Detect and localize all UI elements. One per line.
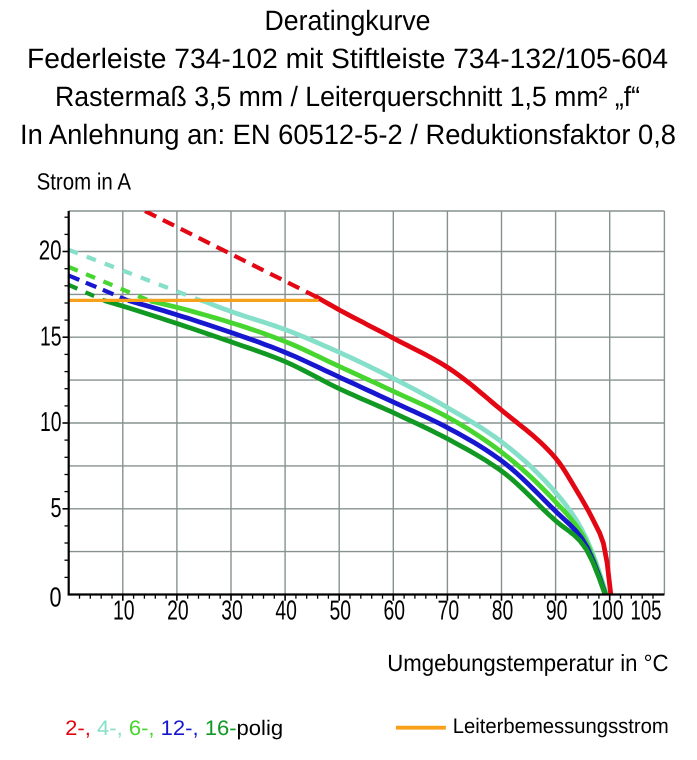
svg-text:70: 70 <box>438 594 460 625</box>
svg-text:50: 50 <box>329 594 351 625</box>
svg-text:20: 20 <box>167 594 189 625</box>
svg-text:5: 5 <box>51 492 62 523</box>
svg-text:105: 105 <box>631 594 662 625</box>
svg-text:80: 80 <box>492 594 514 625</box>
svg-text:Rastermaß 3,5 mm / Leiterquers: Rastermaß 3,5 mm / Leiterquerschnitt 1,5… <box>55 81 640 112</box>
svg-text:30: 30 <box>221 594 243 625</box>
svg-text:Strom in A: Strom in A <box>37 168 132 194</box>
svg-text:In Anlehnung an: EN 60512-5-2: In Anlehnung an: EN 60512-5-2 / Reduktio… <box>20 119 676 150</box>
svg-text:40: 40 <box>275 594 297 625</box>
svg-text:Leiterbemessungsstrom: Leiterbemessungsstrom <box>453 715 669 738</box>
svg-text:100: 100 <box>592 594 624 625</box>
svg-text:10: 10 <box>40 406 62 437</box>
svg-text:0: 0 <box>50 581 62 612</box>
svg-text:90: 90 <box>546 594 568 625</box>
svg-text:Deratingkurve: Deratingkurve <box>265 5 431 36</box>
svg-text:60: 60 <box>384 594 406 625</box>
svg-text:2-, 4-, 6-, 12-, 16-polig: 2-, 4-, 6-, 12-, 16-polig <box>65 717 283 740</box>
svg-text:10: 10 <box>113 594 135 625</box>
svg-text:Federleiste 734-102 mit Stiftl: Federleiste 734-102 mit Stiftleiste 734-… <box>27 43 668 74</box>
svg-text:20: 20 <box>39 235 62 266</box>
svg-text:Umgebungstemperatur in °C: Umgebungstemperatur in °C <box>387 650 668 676</box>
svg-text:15: 15 <box>40 320 62 351</box>
